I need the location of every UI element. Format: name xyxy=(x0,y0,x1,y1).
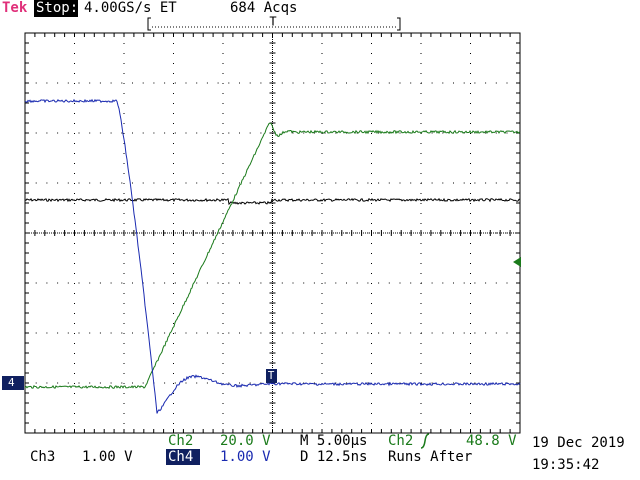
traces xyxy=(24,98,521,414)
trigger-source: Ch2 xyxy=(388,433,413,449)
sample-rate: 4.00GS/s ET xyxy=(84,0,177,16)
trigger-level: 48.8 V xyxy=(466,433,517,449)
state: Stop: xyxy=(36,0,78,16)
trigger-slope xyxy=(420,433,430,449)
ch4-label-box xyxy=(166,449,200,465)
delay: D 12.5ns xyxy=(300,449,367,465)
acquisitions: 684 Acqs xyxy=(230,0,297,16)
ch4-scale: 1.00 V xyxy=(220,449,271,465)
ch4-label: Ch4 xyxy=(168,449,193,465)
ch4-trace xyxy=(24,98,521,414)
timebase: M 5.00µs xyxy=(300,433,367,449)
trigger-position: T xyxy=(269,15,276,29)
bracket xyxy=(147,17,401,31)
state-box xyxy=(34,0,78,17)
time: 19:35:42 xyxy=(532,457,599,473)
ch3-scale: 1.00 V xyxy=(82,449,133,465)
trigger-level-arrow xyxy=(513,257,521,267)
ch2-scale: 20.0 V xyxy=(220,433,271,449)
ch2-trace xyxy=(24,122,521,389)
graticule xyxy=(24,32,521,434)
acq-mode: Runs After xyxy=(388,449,472,465)
ch4-marker: 4 xyxy=(8,376,15,389)
brand: Tek xyxy=(2,0,28,16)
ch3-label: Ch3 xyxy=(30,449,55,465)
trigger-marker: T xyxy=(268,369,275,382)
trigger-marker-box xyxy=(266,369,277,383)
ch3-trace xyxy=(24,197,521,206)
ch4-marker-box xyxy=(2,376,24,390)
ch2-label: Ch2 xyxy=(168,433,193,449)
record-bracket xyxy=(147,17,401,31)
date: 19 Dec 2019 xyxy=(532,435,625,451)
